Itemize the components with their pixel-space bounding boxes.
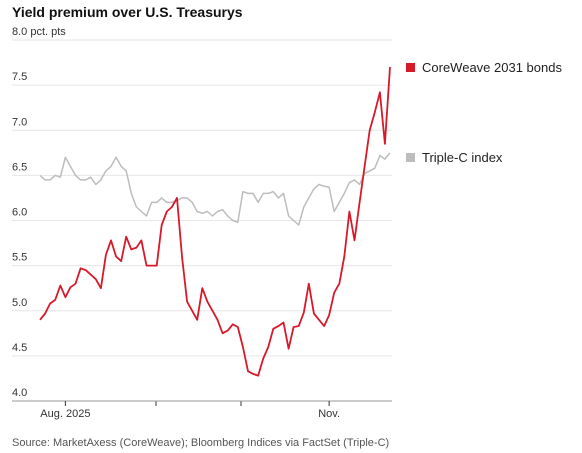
y-tick-label: 7.0 bbox=[12, 116, 27, 128]
y-tick-label: 6.0 bbox=[12, 207, 27, 219]
y-tick-label: 8.0 pct. pts bbox=[12, 26, 66, 38]
x-tick-label: Aug. 2025 bbox=[40, 408, 90, 420]
legend-swatch bbox=[406, 63, 415, 72]
y-tick-label: 4.5 bbox=[12, 342, 27, 354]
legend-label: Triple-C index bbox=[422, 150, 503, 165]
y-tick-label: 7.5 bbox=[12, 71, 27, 83]
line bbox=[39, 67, 391, 377]
legend-label: CoreWeave 2031 bonds bbox=[422, 60, 562, 75]
y-tick-label: 6.5 bbox=[12, 161, 27, 173]
x-tick-label: Nov. bbox=[318, 408, 340, 420]
chart-title: Yield premium over U.S. Treasurys bbox=[12, 4, 243, 20]
legend-swatch bbox=[406, 153, 415, 162]
y-tick-label: 5.5 bbox=[12, 252, 27, 264]
y-tick-label: 4.0 bbox=[12, 387, 27, 399]
source: Source: MarketAxess (CoreWeave); Bloombe… bbox=[12, 437, 389, 449]
line bbox=[39, 152, 391, 226]
y-tick-label: 5.0 bbox=[12, 297, 27, 309]
